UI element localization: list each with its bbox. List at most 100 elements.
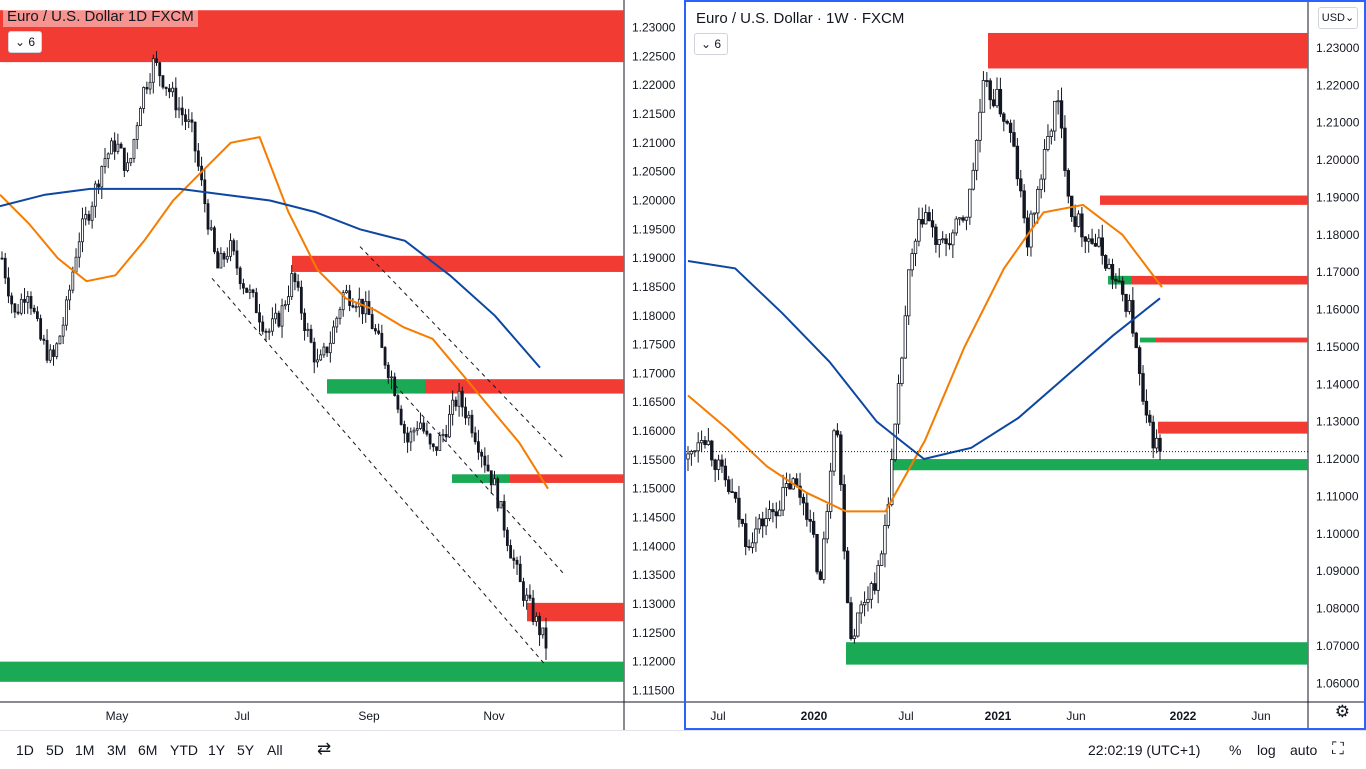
time-tick-label: Jun xyxy=(1251,709,1270,723)
percent-scale-button[interactable]: % xyxy=(1229,742,1242,758)
currency-selector[interactable]: USD⌄ xyxy=(1318,7,1358,29)
range-3m-button[interactable]: 3M xyxy=(107,742,127,758)
supply-zone xyxy=(1156,337,1308,343)
candle-body xyxy=(805,502,809,520)
clock-timezone[interactable]: 22:02:19 (UTC+1) xyxy=(1088,742,1201,758)
trendline xyxy=(359,246,566,461)
candle-body xyxy=(1053,100,1057,132)
candle-body xyxy=(493,478,496,486)
candle-body xyxy=(126,162,129,171)
candle-body xyxy=(489,470,493,486)
candle-body xyxy=(1137,347,1142,374)
price-tick-label: 1.13000 xyxy=(632,597,676,611)
range-5d-button[interactable]: 5D xyxy=(46,742,64,758)
range-5y-button[interactable]: 5Y xyxy=(237,742,255,758)
candle-body xyxy=(213,227,216,253)
candle-body xyxy=(995,88,999,107)
candle-body xyxy=(873,583,877,591)
weekly-indicator-toggle[interactable]: ⌄ 6 xyxy=(694,33,729,55)
candle-body xyxy=(835,430,840,436)
candle-body xyxy=(55,343,59,357)
candle-body xyxy=(1154,437,1159,449)
candle-body xyxy=(1039,178,1043,190)
gear-icon[interactable]: ⚙ xyxy=(1334,702,1350,721)
price-tick-label: 1.19000 xyxy=(632,251,676,265)
candle-body xyxy=(879,553,884,566)
candle-body xyxy=(135,125,139,140)
candle-body xyxy=(1049,130,1054,137)
candle-body xyxy=(525,594,529,601)
candle-body xyxy=(988,80,992,101)
candle-body xyxy=(1083,236,1087,242)
range-6m-button[interactable]: 6M xyxy=(138,742,158,758)
candle-body xyxy=(1063,127,1067,171)
candle-body xyxy=(822,538,826,580)
candle-body xyxy=(180,107,184,116)
candle-body xyxy=(699,440,704,444)
candle-body xyxy=(171,87,175,93)
candle-body xyxy=(396,395,400,410)
candle-body xyxy=(177,107,181,111)
candle-body xyxy=(971,169,975,190)
candle-body xyxy=(132,139,136,159)
candle-body xyxy=(36,311,39,319)
candle-body xyxy=(71,271,75,291)
candle-body xyxy=(222,253,226,260)
candle-body xyxy=(106,153,110,159)
candle-body xyxy=(496,478,500,509)
price-tick-label: 1.14500 xyxy=(632,511,676,525)
price-tick-label: 1.17500 xyxy=(632,338,676,352)
supply-zone xyxy=(1158,421,1308,434)
candle-body xyxy=(1110,263,1115,280)
candle-body xyxy=(264,330,268,333)
candle-body xyxy=(139,108,142,127)
candle-body xyxy=(828,470,833,512)
candle-body xyxy=(531,597,535,622)
daily-chart-pane[interactable]: 1.23000 1.22500 1.22000 1.21500 1.21000 1.205… xyxy=(0,0,684,730)
date-range-icon[interactable]: ⇄ xyxy=(317,739,332,758)
candle-body xyxy=(1059,100,1064,129)
candle-body xyxy=(1080,213,1084,238)
weekly-chart-canvas[interactable]: 1.23000 1.22000 1.21000 1.20000 1.19000 1.180… xyxy=(686,2,1364,728)
range-1m-button[interactable]: 1M xyxy=(75,742,95,758)
candle-body xyxy=(696,442,700,452)
range-1d-button[interactable]: 1D xyxy=(16,742,34,758)
candle-body xyxy=(1012,132,1016,147)
candle-body xyxy=(287,296,290,305)
candle-body xyxy=(893,423,897,460)
daily-indicator-count: 6 xyxy=(28,35,36,49)
candle-body xyxy=(1046,136,1050,150)
candle-body xyxy=(167,88,171,93)
candle-body xyxy=(151,58,155,83)
candle-body xyxy=(341,292,345,311)
range-1y-button[interactable]: 1Y xyxy=(208,742,226,758)
candle-body xyxy=(32,307,36,313)
candle-body xyxy=(312,341,316,363)
time-tick-label: Jul xyxy=(898,709,913,723)
log-scale-button[interactable]: log xyxy=(1257,742,1276,758)
candle-body xyxy=(335,317,339,328)
range-all-button[interactable]: All xyxy=(267,742,283,758)
demand-zone xyxy=(327,379,425,394)
auto-scale-button[interactable]: auto xyxy=(1290,742,1318,758)
candle-body xyxy=(206,203,210,230)
range-ytd-button[interactable]: YTD xyxy=(170,742,198,758)
demand-zone xyxy=(1108,275,1132,285)
candle-body xyxy=(90,205,94,221)
price-tick-label: 1.18000 xyxy=(1316,228,1360,242)
supply-zone xyxy=(1112,275,1308,285)
daily-chart-canvas[interactable]: 1.23000 1.22500 1.22000 1.21500 1.21000 1.205… xyxy=(0,0,684,730)
daily-indicator-toggle[interactable]: ⌄ 6 xyxy=(8,31,43,53)
candle-body xyxy=(299,286,303,314)
price-tick-label: 1.18000 xyxy=(632,309,676,323)
weekly-chart-pane[interactable]: 1.23000 1.22000 1.21000 1.20000 1.19000 1.180… xyxy=(684,0,1366,730)
candle-body xyxy=(248,289,252,293)
candle-body xyxy=(277,312,281,327)
fullscreen-icon[interactable]: ⛶ xyxy=(1332,739,1344,758)
candle-body xyxy=(467,414,471,419)
candle-body xyxy=(920,219,925,225)
price-tick-label: 1.21000 xyxy=(632,136,676,150)
time-tick-label: 2020 xyxy=(801,709,828,723)
candle-body xyxy=(947,243,952,246)
candle-body xyxy=(158,62,162,77)
